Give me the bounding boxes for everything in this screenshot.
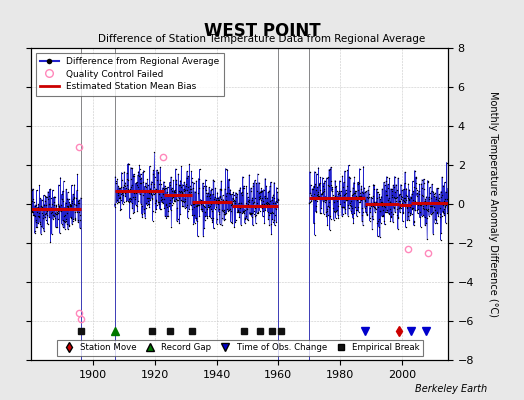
Legend: Station Move, Record Gap, Time of Obs. Change, Empirical Break: Station Move, Record Gap, Time of Obs. C…: [57, 340, 423, 356]
Text: Berkeley Earth: Berkeley Earth: [415, 384, 487, 394]
Text: WEST POINT: WEST POINT: [204, 22, 320, 40]
Text: Difference of Station Temperature Data from Regional Average: Difference of Station Temperature Data f…: [99, 34, 425, 44]
Y-axis label: Monthly Temperature Anomaly Difference (°C): Monthly Temperature Anomaly Difference (…: [488, 91, 498, 317]
